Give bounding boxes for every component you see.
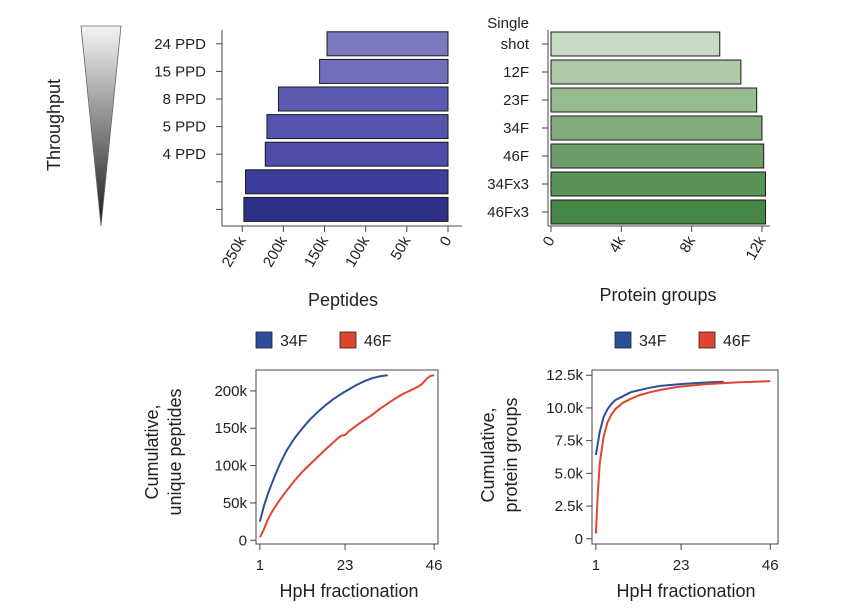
bar [550,171,766,197]
throughput-label: Throughput [44,79,64,171]
category-label: 46Fx3 [487,204,529,221]
y-tick-label: 12.5k [546,367,583,384]
line-series-34F [258,374,388,522]
category-label: Single [487,15,529,32]
x-tick-label: 12k [743,233,770,263]
cum-peptides-ticks: 0 50k 100k 150k 200k 1 23 46 [214,383,442,574]
x-tick-label: 1 [256,557,264,574]
x-tick-label: 150k [301,233,332,270]
category-label: 4 PPD [163,146,207,163]
legend-label-46F: 46F [364,333,392,350]
x-tick-label: 200k [260,233,291,270]
legend-right: 34F 46F [614,331,751,350]
bar [550,31,721,57]
bar [326,31,449,57]
bar [266,114,449,140]
y-tick-label: 5.0k [555,465,584,482]
x-tick-label: 8k [676,233,699,256]
x-tick-label: 1 [592,557,600,574]
category-label: 8 PPD [163,91,207,108]
y-tick-label: 200k [214,383,247,400]
cum-protein-y-label-line2: protein groups [501,397,521,512]
category-label: shot [501,36,530,53]
legend-label-46F: 46F [723,333,751,350]
category-label: 15 PPD [154,63,206,80]
peptides-x-label: Peptides [308,290,378,310]
x-tick-label: 46 [426,557,443,574]
x-tick-label: 23 [337,557,354,574]
bar [243,196,449,222]
throughput-indicator: Throughput [44,25,122,227]
cumulative-protein-groups-chart: 34F 46F 0 2.5k 5.0k 7.5k 10.0k 12.5k 1 23 46 Cum… [478,331,779,601]
legend-swatch-46F [339,331,357,349]
protein-groups-bars [550,31,766,225]
bar [277,86,449,112]
category-label: 24 PPD [154,36,206,53]
protein-groups-x-label: Protein groups [599,285,716,305]
cum-protein-y-label-line1: Cumulative, [478,407,498,502]
x-tick-label: 100k [342,233,373,270]
bar [264,141,449,167]
category-label: 34Fx3 [487,176,529,193]
legend-swatch-34F [614,331,632,349]
x-tick-label: 50k [387,233,414,263]
category-label: 46F [503,148,529,165]
peptides-x-ticks: 0 50k 100k 150k 200k 250k [219,226,456,270]
throughput-wedge-icon [80,25,122,227]
x-tick-label: 0 [540,234,559,250]
protein-groups-chart: Single shot 12F 23F 34F 46F 34Fx3 46Fx3 0 4k 8k 12… [487,15,770,305]
x-tick-label: 23 [673,557,690,574]
y-tick-label: 50k [223,495,248,512]
cum-protein-frame [591,369,779,545]
x-tick-label: 250k [219,233,250,270]
y-tick-label: 10.0k [546,400,583,417]
cum-peptides-lines [258,374,435,538]
protein-groups-y-ticks: Single shot 12F 23F 34F 46F 34Fx3 46Fx3 [487,15,548,221]
legend-left: 34F 46F [255,331,392,350]
category-label: 23F [503,92,529,109]
legend-swatch-46F [698,331,716,349]
line-series-34F [594,380,724,456]
peptides-y-ticks: 24 PPD 15 PPD 8 PPD 5 PPD 4 PPD [154,36,222,210]
x-tick-label: 4k [606,233,629,256]
line-series-46F [594,380,771,534]
bar [550,87,758,113]
cum-peptides-frame [255,369,439,545]
cumulative-peptides-chart: 34F 46F 0 50k 100k 150k 200k 1 23 46 Cumulative… [142,331,442,601]
y-tick-label: 100k [214,458,247,475]
bar [319,58,449,84]
bar [550,199,766,225]
cum-protein-ticks: 0 2.5k 5.0k 7.5k 10.0k 12.5k 1 23 46 [546,367,778,574]
peptides-chart: 24 PPD 15 PPD 8 PPD 5 PPD 4 PPD 0 50k 100k 150k… [154,30,462,310]
y-tick-label: 2.5k [555,498,584,515]
y-tick-label: 0 [239,532,247,549]
y-tick-label: 150k [214,420,247,437]
protein-groups-x-ticks: 0 4k 8k 12k [540,226,770,263]
bar [550,59,742,85]
cum-peptides-y-label-line1: Cumulative, [142,404,162,499]
cum-peptides-x-label: HpH fractionation [279,581,418,601]
bar [550,115,763,141]
y-tick-label: 0 [575,531,583,548]
legend-label-34F: 34F [639,333,667,350]
category-label: 34F [503,120,529,137]
line-series-46F [259,374,435,538]
category-label: 12F [503,64,529,81]
category-label: 5 PPD [163,119,207,136]
x-tick-label: 46 [762,557,779,574]
bar [550,143,765,169]
cum-protein-x-label: HpH fractionation [616,581,755,601]
cum-protein-lines [594,380,771,534]
peptides-bars [243,31,449,222]
x-tick-label: 0 [437,234,456,250]
cum-peptides-y-label-line2: unique peptides [165,388,185,515]
legend-swatch-34F [255,331,273,349]
y-tick-label: 7.5k [555,433,584,450]
bar [245,169,449,195]
legend-label-34F: 34F [280,333,308,350]
